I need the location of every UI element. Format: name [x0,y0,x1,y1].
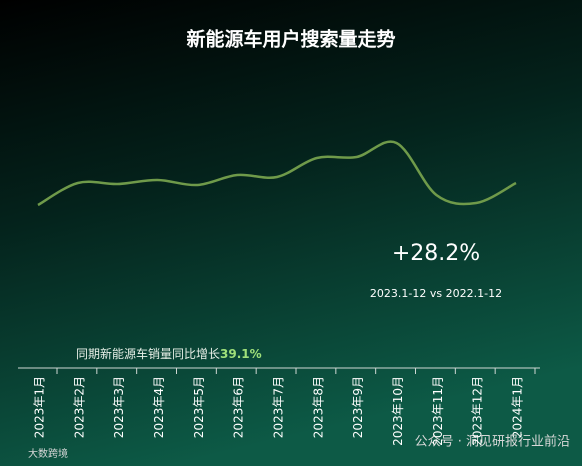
x-tick-label: 2023年8月 [311,376,325,438]
x-tick-label: 2023年2月 [72,376,86,438]
x-tick-label: 2023年9月 [351,376,365,438]
period-label: 2023.1-12 vs 2022.1-12 [370,287,502,300]
x-tick-label: 2023年3月 [112,376,126,438]
sales-growth: 39.1% [220,347,262,361]
x-tick-label: 2023年11月 [431,376,445,446]
sales-note: 同期新能源车销量同比增长39.1% [76,346,262,361]
x-tick-label: 2023年6月 [232,376,246,438]
x-tick-label: 2024年1月 [511,376,525,438]
x-tick-label: 2023年1月 [33,376,47,438]
x-tick-label: 2023年10月 [391,376,405,446]
chart-title: 新能源车用户搜索量走势 [186,28,395,51]
x-tick-label: 2023年4月 [152,376,166,438]
sales-note-text: 同期新能源车销量同比增长 [76,346,220,361]
x-tick-label: 2023年12月 [471,376,485,446]
series-line [37,140,517,207]
x-tick-label: 2023年5月 [192,376,206,438]
watermark: 公众号 · 洞见研报行业前沿 [415,434,570,450]
logo-text: 大数跨境 [28,447,68,460]
x-tick-label: 2023年7月 [272,376,286,438]
growth-label: +28.2% [392,241,480,266]
